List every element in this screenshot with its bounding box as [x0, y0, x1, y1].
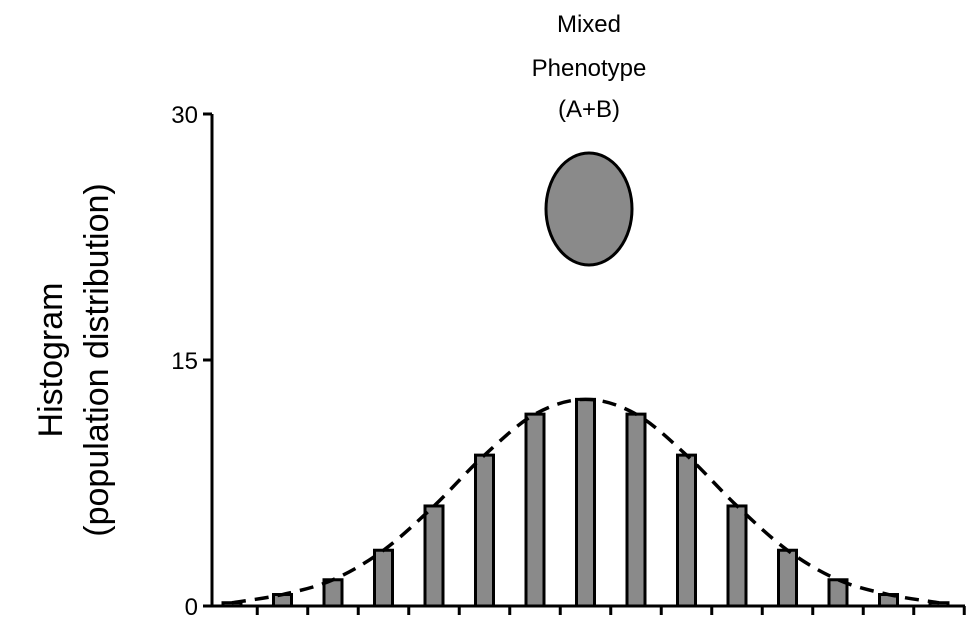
bar	[575, 397, 596, 608]
annotation-line2: Phenotype	[532, 55, 647, 82]
bar	[524, 412, 546, 608]
y-axis-title: Histogram (population distribution)	[32, 183, 116, 536]
annotation-line3: (A+B)	[558, 96, 620, 123]
y-tick-label: 15	[171, 348, 198, 375]
bar	[676, 453, 697, 608]
annotation-line1: Mixed	[557, 11, 621, 38]
bar	[827, 578, 849, 608]
bar	[373, 548, 394, 608]
bar	[625, 412, 647, 608]
y-tick-label: 30	[171, 102, 198, 129]
bar	[777, 548, 798, 608]
bar	[726, 504, 748, 608]
x-axis-ticks	[255, 606, 966, 615]
bar-series	[221, 397, 950, 608]
bar	[423, 504, 445, 608]
y-tick-label: 0	[185, 594, 198, 618]
y-axis-title-line2: (population distribution)	[78, 183, 116, 536]
mixed-phenotype-annotation: Mixed Phenotype (A+B)	[532, 11, 647, 267]
mixed-phenotype-marker-icon	[544, 151, 634, 267]
fit-curve-dashed	[231, 397, 940, 605]
y-axis-title-line1: Histogram	[32, 283, 70, 438]
bar	[474, 453, 495, 608]
y-axis-ticks: 0 15 30	[171, 102, 212, 618]
